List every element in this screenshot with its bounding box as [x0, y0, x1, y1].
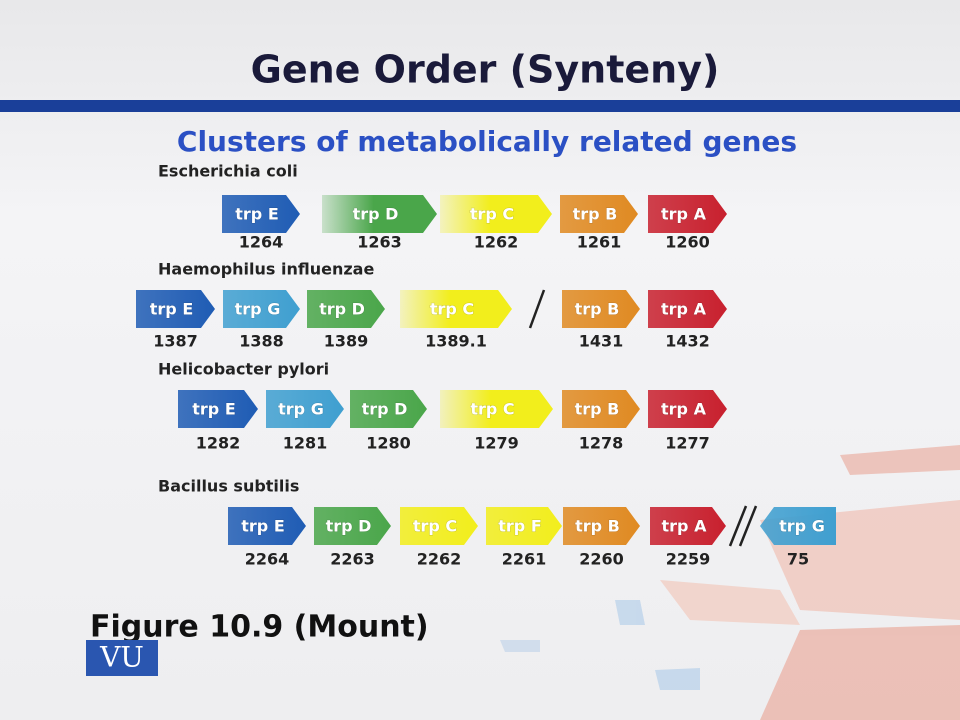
organism-name: Escherichia coli: [158, 162, 298, 181]
organism-name: Haemophilus influenzae: [158, 260, 374, 279]
gene-arrow: [266, 390, 344, 428]
gene-arrow: [222, 195, 300, 233]
gene-label: trp G: [779, 517, 825, 536]
gene-arrow: [760, 507, 836, 545]
gene-arrow: [350, 390, 427, 428]
separators: [528, 289, 758, 547]
gene-label: trp C: [470, 400, 514, 419]
gene-label: trp B: [575, 517, 620, 536]
gene-arrow: [178, 390, 258, 428]
gene-arrow: [563, 507, 640, 545]
subtitle: Clusters of metabolically related genes: [177, 125, 797, 158]
gene-label: trp B: [573, 205, 618, 224]
gene-number: 1387: [153, 332, 198, 351]
gene-number: 2259: [666, 550, 711, 569]
gene-number: 1262: [474, 233, 519, 252]
gene-label: trp G: [235, 300, 281, 319]
gene-number: 2262: [417, 550, 462, 569]
logo-box: [86, 640, 158, 676]
gene-number: 1264: [239, 233, 284, 252]
gene-number: 2260: [579, 550, 624, 569]
gene-arrow: [648, 290, 727, 328]
gene-number: 1263: [357, 233, 402, 252]
gene-label: trp D: [326, 517, 372, 536]
gene-label: trp E: [192, 400, 236, 419]
gene-arrow: [228, 507, 306, 545]
gene-arrow: [650, 507, 726, 545]
gene-number: 1388: [239, 332, 284, 351]
gene-number: 2264: [245, 550, 290, 569]
gene-arrow: [400, 290, 512, 328]
gene-arrow: [440, 195, 552, 233]
gene-arrow: [136, 290, 215, 328]
gene-label: trp B: [575, 300, 620, 319]
organism-name: Bacillus subtilis: [158, 477, 299, 496]
gene-label: trp F: [498, 517, 542, 536]
gene-number: 1261: [577, 233, 622, 252]
title: Gene Order (Synteny): [251, 48, 720, 92]
gene-arrow: [322, 195, 437, 233]
gene-number: 1389: [324, 332, 369, 351]
gene-arrow: [223, 290, 300, 328]
gene-label: trp A: [662, 517, 708, 536]
gene-arrow: [440, 390, 553, 428]
gene-number: 1432: [665, 332, 710, 351]
gene-arrow: [648, 390, 727, 428]
gene-number: 1260: [665, 233, 710, 252]
gene-arrow: [560, 195, 638, 233]
gene-label: trp E: [241, 517, 285, 536]
gene-label: trp D: [319, 300, 365, 319]
gene-arrow: [400, 507, 478, 545]
title-bar: [0, 100, 960, 112]
gene-number: 2263: [330, 550, 375, 569]
gene-arrow: [314, 507, 391, 545]
gene-number: 1280: [366, 434, 411, 453]
gene-label: trp E: [150, 300, 194, 319]
gene-number: 1277: [665, 434, 710, 453]
gene-number: 1431: [579, 332, 624, 351]
gene-label: trp C: [413, 517, 457, 536]
gene-arrow: [562, 390, 640, 428]
gene-label: trp E: [235, 205, 279, 224]
gene-arrow: [307, 290, 385, 328]
gene-number: 75: [787, 550, 809, 569]
gene-arrow: [562, 290, 640, 328]
gene-number: 1278: [579, 434, 624, 453]
gene-label: trp A: [661, 205, 707, 224]
gene-number: 1279: [474, 434, 519, 453]
gene-number: 1281: [283, 434, 328, 453]
gene-label: trp B: [575, 400, 620, 419]
gene-label: trp D: [353, 205, 399, 224]
gene-number: 1282: [196, 434, 241, 453]
caption: Figure 10.9 (Mount): [90, 610, 429, 645]
logo: VU: [99, 641, 144, 674]
gene-label: trp A: [661, 400, 707, 419]
gene-label: trp G: [278, 400, 324, 419]
gene-number: 1389.1: [425, 332, 487, 351]
gene-arrow: [648, 195, 727, 233]
gene-label: trp D: [362, 400, 408, 419]
organism-name: Helicobacter pylori: [158, 360, 329, 379]
gene-label: trp A: [661, 300, 707, 319]
gene-number: 2261: [502, 550, 547, 569]
gene-label: trp C: [470, 205, 514, 224]
gene-arrow: [486, 507, 562, 545]
gene-label: trp C: [430, 300, 474, 319]
